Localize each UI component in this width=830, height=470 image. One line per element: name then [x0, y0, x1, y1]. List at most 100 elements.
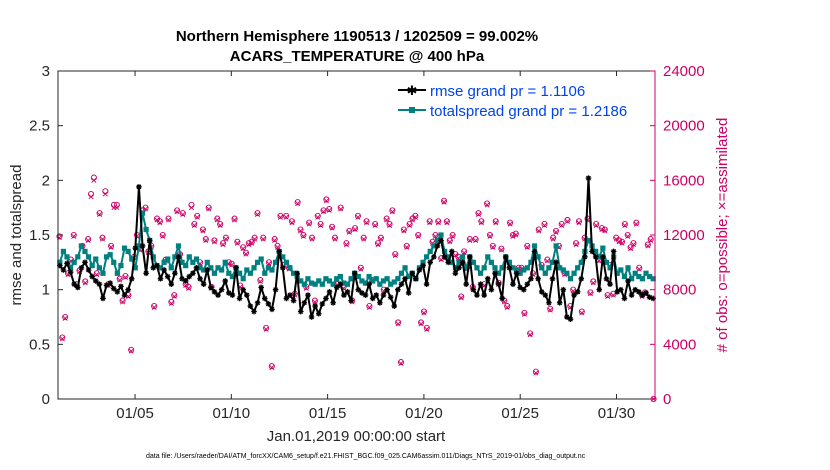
obs-possible-point	[234, 238, 241, 245]
obs-assimilated-point	[648, 237, 654, 243]
obs-assimilated-point	[97, 211, 103, 218]
y2-tick-label: 20000	[663, 118, 705, 135]
obs-assimilated-point	[628, 246, 634, 252]
obs-assimilated-point	[510, 233, 516, 239]
obs-possible-point	[383, 215, 390, 222]
rmse-point	[121, 292, 128, 298]
obs-possible-point	[564, 216, 571, 224]
obs-assimilated-point	[114, 205, 120, 211]
totalspread-point	[406, 273, 412, 280]
rmse-point	[197, 275, 203, 282]
x-tick-label: 01/10	[213, 405, 251, 422]
totalspread-point	[301, 281, 307, 287]
rmse-point	[82, 259, 88, 266]
rmse-point	[528, 275, 534, 282]
x-axis-label: Jan.01,2019 00:00:00 start	[267, 428, 446, 445]
obs-possible-point	[116, 275, 123, 282]
totalspread-point	[398, 270, 405, 276]
totalspread-point	[139, 210, 146, 216]
rmse-point	[610, 248, 617, 255]
rmse-point	[154, 262, 160, 269]
obs-possible-point	[357, 264, 364, 271]
rmse-point	[172, 270, 178, 277]
totalspread-point	[373, 276, 379, 282]
obs-assimilated-point	[513, 232, 519, 238]
rmse-point	[190, 270, 196, 277]
totalspread-point	[643, 270, 649, 276]
totalspread-point	[341, 280, 347, 286]
totalspread-point	[388, 281, 394, 287]
rmse-point	[484, 275, 491, 282]
totalspread-point	[366, 273, 372, 280]
totalspread-point	[337, 273, 343, 280]
y-tick-label: 3	[42, 63, 50, 80]
totalspread-point	[567, 276, 574, 282]
rmse-point	[269, 306, 275, 313]
totalspread-point	[111, 259, 117, 265]
obs-possible-point	[62, 313, 69, 321]
obs-possible-point	[219, 240, 227, 247]
totalspread-point	[553, 243, 559, 249]
legend-spread-marker	[409, 107, 415, 113]
obs-assimilated-point	[622, 222, 628, 228]
rmse-point	[157, 275, 164, 282]
totalspread-point	[395, 276, 401, 282]
totalspread-point	[190, 259, 196, 265]
obs-possible-point	[122, 272, 129, 280]
rmse-point	[592, 254, 599, 260]
y2-axis-label: # of obs: o=possible; ×=assimilated	[714, 118, 731, 353]
obs-possible-point	[386, 221, 393, 228]
rmse-point	[538, 289, 545, 295]
rmse-point	[168, 281, 175, 287]
totalspread-point	[647, 273, 653, 280]
rmse-point	[150, 265, 157, 271]
rmse-point	[67, 269, 74, 275]
obs-possible-point	[317, 221, 324, 228]
rmse-point	[175, 254, 182, 260]
obs-possible-point	[231, 215, 238, 222]
obs-assimilated-point	[536, 228, 542, 234]
y2-tick-label: 8000	[663, 282, 696, 299]
obs-assimilated-point	[160, 233, 166, 239]
obs-assimilated-point	[203, 237, 209, 243]
obs-possible-point	[251, 234, 258, 241]
totalspread-point	[442, 248, 448, 254]
obs-assimilated-point	[249, 240, 255, 246]
obs-assimilated-point	[493, 220, 499, 226]
rmse-point	[60, 267, 67, 273]
obs-assimilated-point	[257, 278, 263, 284]
rmse-point	[208, 284, 214, 291]
obs-assimilated-point	[461, 250, 467, 256]
obs-possible-point	[547, 305, 554, 312]
totalspread-point	[474, 265, 480, 271]
obs-assimilated-point	[576, 220, 582, 226]
rmse-point	[290, 297, 297, 304]
x-tick-label: 01/30	[598, 405, 636, 422]
x-tick-label: 01/15	[309, 405, 347, 422]
totalspread-point	[219, 267, 225, 273]
totalspread-point	[355, 273, 361, 280]
rmse-point	[323, 295, 329, 302]
rmse-point	[186, 273, 193, 280]
obs-possible-point	[300, 231, 307, 239]
obs-possible-point	[331, 234, 339, 241]
rmse-point	[456, 265, 462, 271]
totalspread-point	[204, 259, 210, 265]
obs-assimilated-point	[616, 239, 622, 245]
obs-possible-point	[260, 234, 267, 241]
rmse-point	[74, 284, 81, 291]
obs-possible-point	[337, 204, 344, 211]
obs-assimilated-point	[579, 310, 585, 316]
rmse-point	[247, 303, 254, 309]
obs-possible-point	[647, 236, 654, 243]
obs-assimilated-point	[355, 214, 361, 220]
obs-assimilated-point	[484, 202, 490, 208]
rmse-point	[348, 297, 354, 304]
totalspread-point	[64, 254, 70, 260]
totalspread-point	[150, 254, 156, 260]
rmse-point	[132, 245, 139, 251]
totalspread-point	[481, 265, 487, 271]
rmse-point	[193, 265, 200, 271]
totalspread-point	[251, 265, 257, 271]
obs-possible-point	[406, 221, 413, 228]
